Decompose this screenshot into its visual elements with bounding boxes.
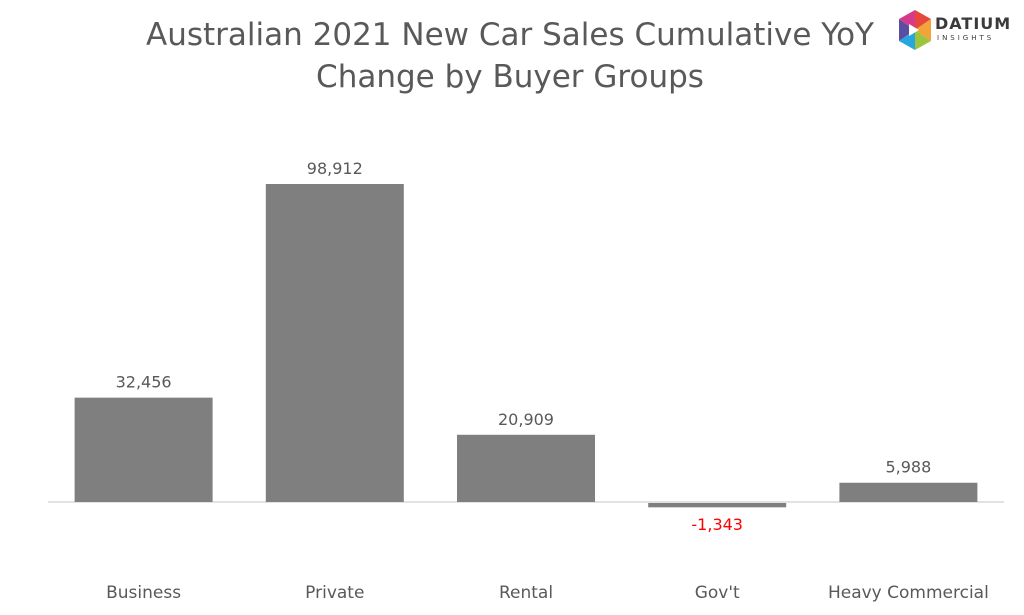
data-label-1: 98,912 — [307, 159, 363, 178]
data-label-0: 32,456 — [116, 373, 172, 392]
category-label-1: Private — [305, 583, 364, 603]
bar-1 — [265, 184, 404, 502]
data-label-3: -1,343 — [691, 515, 743, 534]
category-label-3: Gov't — [695, 583, 740, 603]
category-label-2: Rental — [499, 583, 553, 603]
datium-logo: DATIUM INSIGHTS — [897, 8, 1017, 52]
data-label-2: 20,909 — [498, 410, 554, 429]
logo-subword: INSIGHTS — [937, 34, 995, 42]
data-label-4: 5,988 — [885, 458, 931, 477]
logo-word: DATIUM — [935, 14, 1012, 33]
category-label-0: Business — [106, 583, 181, 603]
bar-4 — [839, 482, 978, 502]
chart-title-line-2: Change by Buyer Groups — [316, 59, 704, 95]
datium-logo-icon — [899, 10, 931, 50]
chart-title-line-1: Australian 2021 New Car Sales Cumulative… — [146, 17, 874, 53]
category-label-4: Heavy Commercial — [828, 583, 989, 603]
bar-0 — [74, 397, 213, 502]
bar-3 — [648, 503, 787, 508]
bar-2 — [457, 434, 595, 502]
chart-title: Australian 2021 New Car Sales Cumulative… — [60, 14, 960, 98]
